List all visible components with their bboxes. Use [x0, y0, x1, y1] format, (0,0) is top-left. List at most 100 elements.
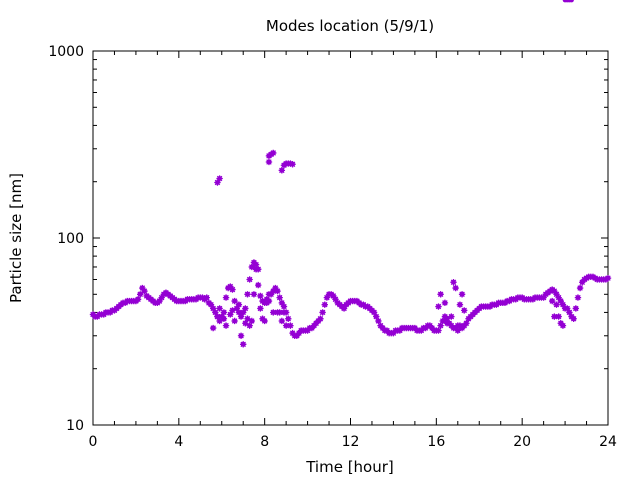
data-point: [248, 317, 255, 325]
x-tick-label: 8: [260, 434, 269, 450]
chart-title: Modes location (5/9/1): [266, 17, 434, 35]
x-tick-label: 16: [427, 434, 445, 450]
data-point: [237, 332, 245, 339]
data-point: [270, 309, 277, 316]
data-point: [317, 315, 324, 322]
data-point: [441, 299, 449, 307]
data-point: [289, 161, 296, 168]
data-point: [321, 301, 328, 308]
data-point: [604, 274, 612, 282]
data-point: [340, 305, 348, 312]
data-point: [458, 291, 466, 298]
data-point: [250, 291, 258, 298]
data-point: [229, 307, 236, 314]
data-point: [222, 294, 230, 301]
data-point: [375, 317, 382, 325]
x-axis-label: Time [hour]: [305, 458, 394, 476]
data-point: [551, 313, 558, 320]
data-point: [463, 320, 470, 327]
data-point: [276, 294, 283, 301]
x-tick-label: 24: [599, 434, 617, 450]
data-point: [456, 301, 464, 308]
data-point: [569, 0, 574, 2]
data-point: [564, 305, 571, 312]
data-point: [439, 317, 446, 325]
data-point: [280, 309, 288, 316]
data-point: [209, 324, 217, 332]
data-point: [235, 301, 243, 308]
data-point: [287, 322, 294, 329]
data-point: [443, 320, 451, 327]
data-point: [437, 291, 444, 298]
x-tick-label: 0: [89, 434, 98, 450]
data-point: [448, 313, 455, 320]
data-point: [265, 297, 273, 305]
data-point: [203, 294, 210, 301]
data-point: [559, 301, 567, 308]
data-point: [141, 287, 148, 295]
data-point: [555, 313, 562, 320]
data-point: [574, 294, 582, 301]
data-point: [443, 315, 451, 322]
data-point: [265, 158, 273, 166]
data-point: [246, 322, 253, 329]
data-point: [278, 317, 286, 325]
data-point: [435, 327, 442, 334]
data-point: [437, 322, 444, 329]
data-point: [572, 305, 580, 312]
y-tick-label: 1000: [48, 44, 84, 60]
data-point: [555, 294, 562, 301]
data-points: [90, 0, 612, 348]
data-point: [261, 317, 268, 325]
data-point: [216, 305, 223, 312]
data-point: [248, 263, 255, 271]
data-point: [570, 315, 577, 322]
data-point: [216, 317, 223, 325]
data-point: [255, 266, 262, 273]
data-point: [216, 175, 223, 182]
data-point: [220, 309, 228, 316]
x-tick-label: 12: [342, 434, 360, 450]
data-point: [233, 305, 240, 312]
data-point: [242, 320, 249, 327]
data-point: [370, 309, 378, 316]
data-point: [207, 301, 215, 308]
data-point: [244, 315, 251, 322]
data-point: [231, 297, 238, 305]
data-point: [285, 315, 292, 322]
data-point: [220, 315, 228, 322]
plot-frame: [92, 50, 609, 426]
data-point: [246, 276, 253, 283]
y-tick-label: 10: [66, 418, 84, 434]
data-point: [257, 292, 264, 300]
data-point: [242, 305, 249, 312]
data-point: [209, 305, 217, 312]
data-point: [566, 309, 573, 316]
data-point: [319, 309, 326, 316]
data-point: [282, 322, 290, 329]
y-tick-label: 100: [57, 231, 84, 247]
data-point: [212, 309, 219, 316]
data-point: [373, 313, 380, 320]
data-point: [252, 261, 260, 268]
data-point: [240, 341, 247, 348]
data-point: [227, 311, 234, 318]
data-point: [237, 313, 245, 320]
data-point: [557, 297, 564, 305]
data-point: [332, 296, 339, 303]
data-point: [222, 322, 230, 329]
data-point: [255, 281, 262, 289]
data-point: [240, 309, 247, 316]
data-point: [235, 309, 243, 316]
data-point: [278, 299, 286, 307]
data-point: [265, 152, 273, 160]
data-point: [454, 327, 461, 334]
data-point: [156, 297, 163, 305]
tick-labels: 0 4 8 12 16 20 24 10 100 1000: [48, 44, 617, 450]
data-point: [452, 284, 459, 292]
data-point: [270, 149, 277, 157]
data-point: [435, 303, 442, 310]
data-point: [278, 167, 286, 174]
data-point: [257, 305, 264, 312]
data-point: [274, 287, 281, 295]
